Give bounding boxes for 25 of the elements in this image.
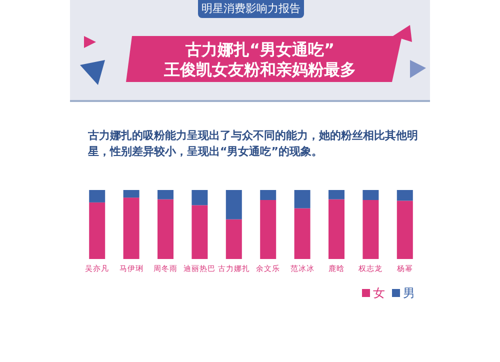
bar [158,199,174,259]
bar [89,202,106,259]
bar [226,219,242,259]
bar [294,208,310,259]
bar [362,200,379,259]
bar [328,190,344,200]
chart-subtitle: 明星消费影响力报告 [198,0,304,18]
bar [123,190,140,198]
bar [260,200,276,259]
legend-label: 女 [373,286,385,300]
bar [158,190,174,200]
bar [192,190,208,206]
text: 古力娜扎的吸粉能力呈现出了与众不同的能力，她的粉丝相比其他明星，性别差异较小，呈现出“男女通吃”的现象。 [88,128,418,160]
bar [192,205,208,259]
bar [260,190,276,200]
bar [328,199,344,259]
legend-label: 男 [403,286,415,300]
bar [294,190,310,208]
bar [362,190,379,200]
bar [89,190,106,202]
bar [123,198,140,259]
chart-title: 古力娜扎“男女通吃” 王俊凯女友粉和亲妈粉最多 [163,40,357,80]
bar [396,200,413,259]
bar [396,190,413,201]
bar [226,190,242,220]
